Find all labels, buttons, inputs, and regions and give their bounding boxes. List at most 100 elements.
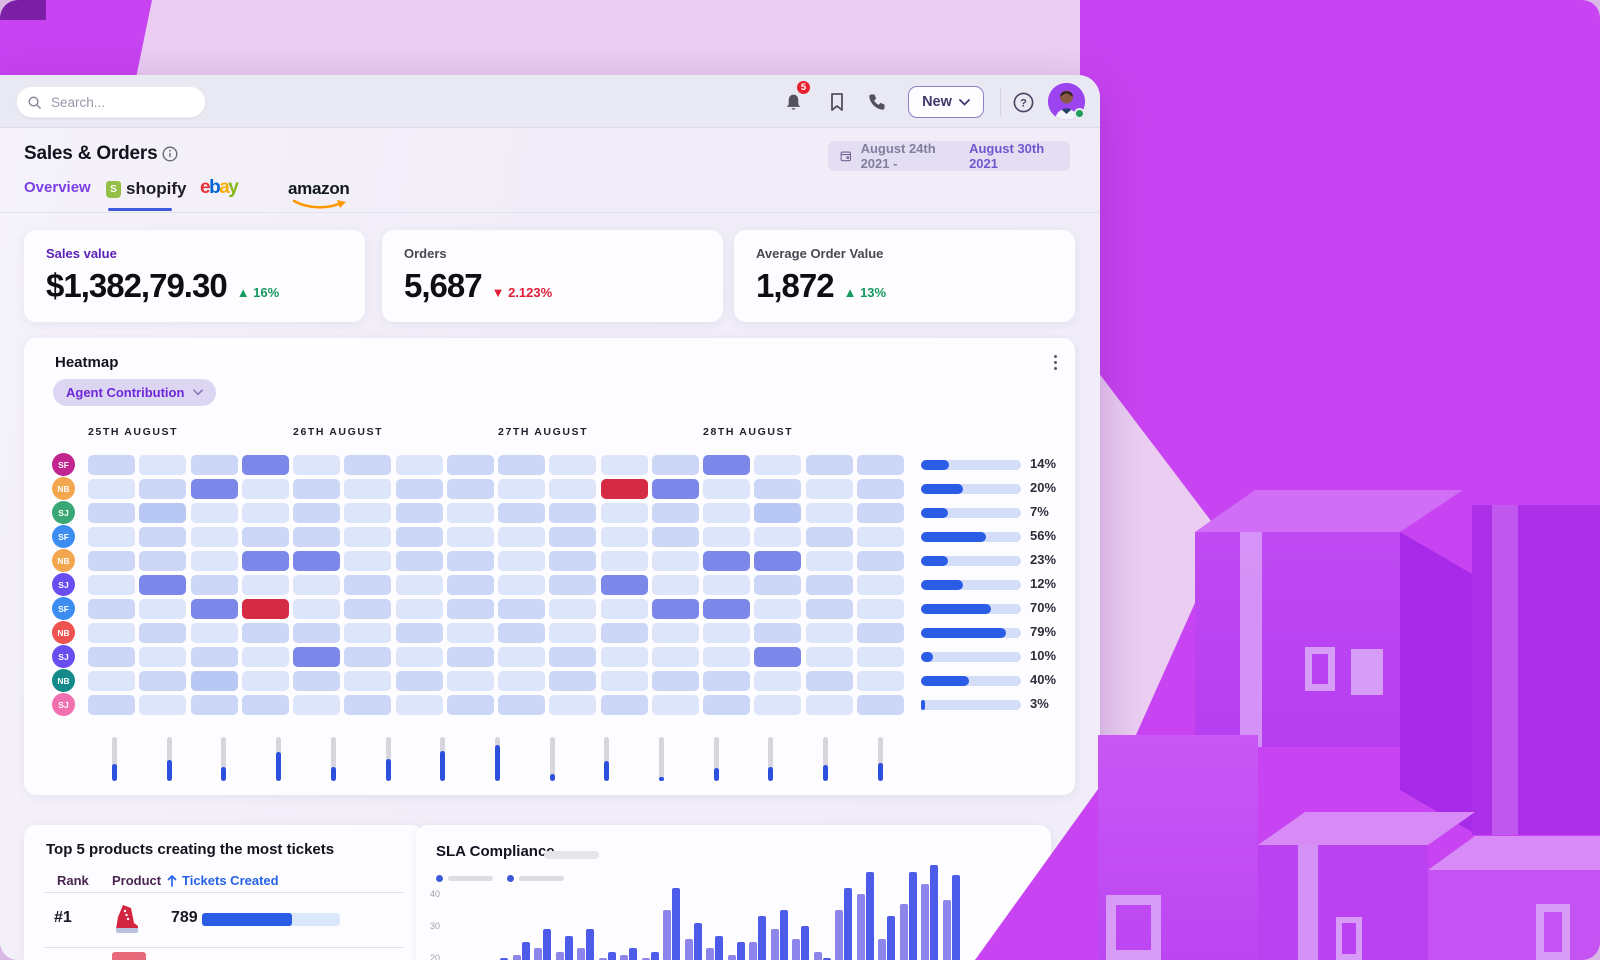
chevron-down-icon [959,98,970,106]
chart-bar [586,929,594,960]
heatmap-cell [446,551,494,571]
heatmap-cell [190,623,238,643]
column-slider[interactable] [713,737,719,781]
column-slider[interactable] [330,737,336,781]
chart-legend [436,875,564,882]
column-slider[interactable] [221,737,227,781]
heatmap-cell [703,575,750,595]
chart-bar [512,954,521,960]
heatmap-cell [856,575,904,595]
chart-bar [887,916,895,960]
heatmap-cell [293,647,340,667]
heatmap-cell [190,695,238,715]
column-slider[interactable] [385,737,391,781]
heatmap-cell [88,503,135,523]
date-range-picker[interactable]: August 24th 2021 - August 30th 2021 [828,141,1070,171]
contribution-bar-track [921,556,1021,566]
info-icon[interactable] [162,146,178,162]
heatmap-cell [344,527,392,547]
tab-shopify[interactable]: S shopify [106,179,186,199]
contribution-bar-fill [921,556,948,566]
stat-value-row: 1,872 ▲ 13% [756,267,1053,305]
heatmap-cell [241,671,289,691]
heatmap-cell [498,695,545,715]
stat-card: Sales value $1,382,79.30 ▲ 16% [24,230,365,322]
column-slider[interactable] [659,737,664,781]
heatmap-cell [190,599,238,619]
heatmap-cell [549,503,597,523]
heatmap-cell [805,623,853,643]
column-slider[interactable] [604,737,610,781]
tab-shopify-label: shopify [126,179,187,198]
heatmap-cell [395,647,443,667]
heatmap-cell [241,647,289,667]
tab-amazon[interactable]: amazon [288,179,350,198]
tab-overview[interactable]: Overview [24,179,91,196]
product-image [112,952,146,960]
column-slider[interactable] [823,737,829,781]
heatmap-cell [600,455,648,475]
heatmap-date-label: 26TH AUGUST [293,426,384,438]
heatmap-cell [754,695,802,715]
column-slider-fill [385,759,391,781]
agent-contribution-dropdown[interactable]: Agent Contribution [53,379,217,406]
heatmap-cell [754,575,802,595]
heatmap-cell [88,551,135,571]
chart-bar [835,910,843,960]
column-slider[interactable] [494,737,500,781]
contribution-bar-fill [921,460,949,470]
column-slider[interactable] [440,737,446,781]
user-avatar[interactable] [1048,83,1085,120]
heatmap-cell [805,503,853,523]
column-slider-fill [549,774,555,781]
heatmap-cell [139,503,187,523]
phone-button[interactable] [864,89,890,115]
help-button[interactable]: ? [1010,89,1036,115]
column-slider[interactable] [276,737,282,781]
chart-bar [951,874,960,960]
heatmap-date-label: 27TH AUGUST [498,426,589,438]
heatmap-cell [88,671,135,691]
heatmap-cell [344,479,392,499]
column-slider[interactable] [112,737,117,781]
heatmap-cell [651,455,699,475]
heatmap-cell [754,671,802,691]
purple-box [1195,532,1400,747]
chart-bar [564,935,573,960]
stat-delta: ▲ 13% [843,285,887,300]
heatmap-cell [498,455,545,475]
heatmap-cell [498,479,545,499]
heatmap-cell [190,647,238,667]
heatmap-cell [139,647,187,667]
tab-ebay[interactable]: ebay [200,177,239,199]
column-slider[interactable] [768,737,774,781]
column-slider[interactable] [166,737,172,781]
heatmap-cell [395,527,443,547]
heatmap-cell [651,695,699,715]
heatmap-cell [856,503,904,523]
new-button[interactable]: New [908,86,984,118]
column-slider[interactable] [549,737,555,781]
chart-bar [715,935,723,960]
heatmap-cell [139,479,187,499]
search-bar[interactable] [16,86,206,118]
heatmap-cell [88,575,135,595]
heatmap-cell [805,671,853,691]
contribution-bar-track [921,508,1021,518]
bookmark-button[interactable] [824,89,850,115]
heatmap-cell [805,479,853,499]
kebab-menu-icon[interactable] [1046,352,1064,372]
contribution-percent: 10% [1030,648,1057,663]
column-slider[interactable] [877,737,883,781]
search-input[interactable] [49,93,189,111]
chart-bar [844,887,852,960]
notifications-button[interactable] [780,89,806,115]
heatmap-cell [344,623,392,643]
chart-bar [758,916,766,960]
heatmap-cell [498,647,545,667]
table-row[interactable]: #1 789 [24,895,424,945]
stat-value-row: 5,687 ▼ 2.123% [404,267,701,305]
column-header-tickets-created[interactable]: Tickets Created [167,873,279,888]
column-slider-fill [221,766,227,781]
